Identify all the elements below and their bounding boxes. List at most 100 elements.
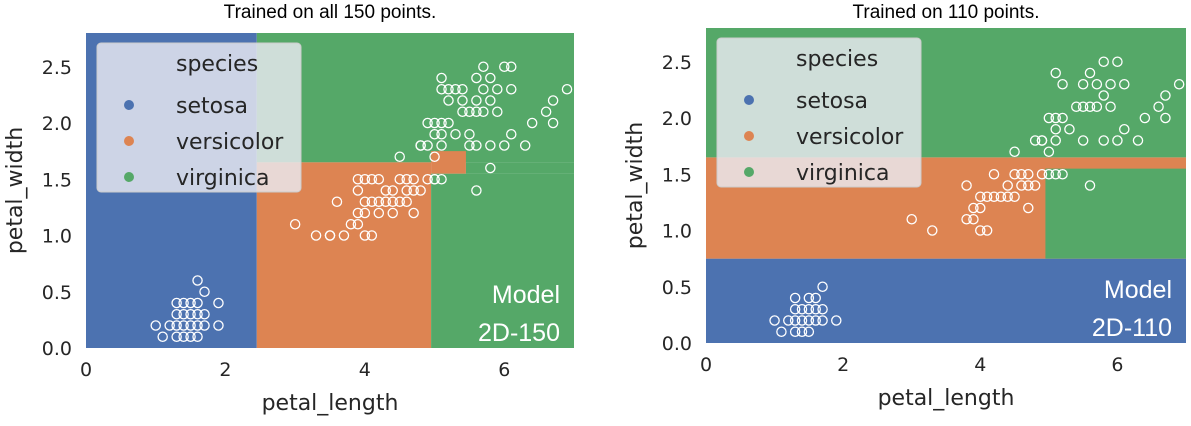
data-point <box>519 140 531 151</box>
legend-marker-versicolor <box>744 131 754 141</box>
legend-marker-virginica <box>744 167 754 177</box>
model-annotation: Model <box>1104 276 1172 304</box>
data-point <box>1057 79 1068 90</box>
data-point <box>213 320 224 331</box>
chart-1-title: Trained on all 150 points. <box>223 2 437 23</box>
data-point <box>1139 112 1151 124</box>
legend-label-versicolor: versicolor <box>176 130 284 155</box>
data-point <box>1050 67 1061 79</box>
data-point <box>380 185 392 196</box>
data-point <box>171 331 182 342</box>
data-point <box>464 106 475 118</box>
decision-region-virginica <box>431 173 574 348</box>
data-point <box>450 84 461 95</box>
data-point <box>1132 135 1144 146</box>
decision-region-virginica <box>1045 168 1186 259</box>
data-point <box>415 140 426 151</box>
data-point <box>471 72 482 84</box>
data-point <box>817 315 828 326</box>
data-point <box>1091 79 1103 90</box>
data-point <box>415 185 426 196</box>
y-tick-label: 0.5 <box>42 282 72 304</box>
data-point <box>178 297 189 309</box>
data-point <box>1050 112 1061 124</box>
data-point <box>373 207 385 219</box>
model-annotation: 2D-150 <box>478 319 560 347</box>
chart-1: 0 2 4 6 0.0 0.5 1.0 1.5 2.0 2.5 petal_length petal_… <box>3 33 574 416</box>
data-point <box>1173 79 1185 90</box>
data-point <box>810 315 821 326</box>
decision-region-virginica <box>256 33 574 163</box>
decision-region-versicolor <box>256 162 432 348</box>
data-point <box>988 191 1000 202</box>
data-point <box>429 117 440 129</box>
data-point <box>1071 101 1082 113</box>
data-point <box>443 84 454 95</box>
data-point <box>981 225 993 236</box>
legend-box <box>96 42 302 193</box>
data-point <box>1057 168 1068 180</box>
data-point <box>359 196 371 207</box>
data-point <box>1105 79 1116 90</box>
data-point <box>803 315 815 326</box>
y-tick-label: 2.5 <box>42 57 72 79</box>
data-point <box>1016 180 1027 191</box>
x-tick-label: 4 <box>359 359 371 381</box>
data-point <box>1160 112 1171 124</box>
model-annotation: Model <box>492 281 560 309</box>
data-point <box>366 196 378 207</box>
legend: species setosa versicolor virginica <box>716 37 922 188</box>
data-point <box>789 315 801 326</box>
data-point <box>1043 168 1055 180</box>
data-point <box>968 202 979 214</box>
data-point <box>352 207 364 219</box>
data-point <box>906 213 917 225</box>
y-axis-label: petal_width <box>623 122 648 249</box>
data-point <box>192 308 203 320</box>
data-point <box>1043 112 1055 124</box>
y-tick-label: 0.5 <box>662 277 692 299</box>
data-point <box>199 308 210 320</box>
legend-marker-setosa <box>744 95 754 105</box>
data-point <box>1098 90 1109 101</box>
data-point <box>1023 168 1034 180</box>
data-point <box>192 275 203 286</box>
data-point <box>1029 135 1041 146</box>
data-point <box>408 185 419 196</box>
y-tick-label: 2.5 <box>662 52 692 74</box>
data-point <box>401 196 412 207</box>
data-point <box>526 117 538 129</box>
data-point <box>789 326 801 337</box>
data-point <box>436 117 447 129</box>
x-tick-label: 6 <box>1111 354 1123 376</box>
data-point <box>199 286 210 297</box>
data-point <box>478 106 489 118</box>
data-point <box>803 292 815 304</box>
data-point <box>422 140 433 151</box>
x-tick-label: 0 <box>80 359 92 381</box>
data-point <box>1036 135 1048 146</box>
legend-label-versicolor: versicolor <box>796 125 904 150</box>
data-point <box>289 218 301 230</box>
data-point <box>213 297 224 309</box>
data-point <box>359 230 371 241</box>
data-point <box>457 106 468 118</box>
data-point <box>1023 202 1034 214</box>
data-point <box>359 207 371 219</box>
data-point <box>471 185 482 196</box>
x-tick-label: 2 <box>837 354 849 376</box>
legend-title: species <box>176 52 258 77</box>
data-point <box>1043 146 1055 157</box>
data-point <box>408 173 419 185</box>
data-point <box>150 320 161 331</box>
data-point <box>373 173 385 185</box>
data-point <box>1016 168 1027 180</box>
data-point <box>373 196 385 207</box>
data-point <box>1119 79 1130 90</box>
data-point <box>506 61 517 73</box>
data-point <box>387 185 398 196</box>
data-point <box>796 303 808 315</box>
data-point <box>1009 191 1020 202</box>
x-axis-label: petal_length <box>878 386 1015 411</box>
